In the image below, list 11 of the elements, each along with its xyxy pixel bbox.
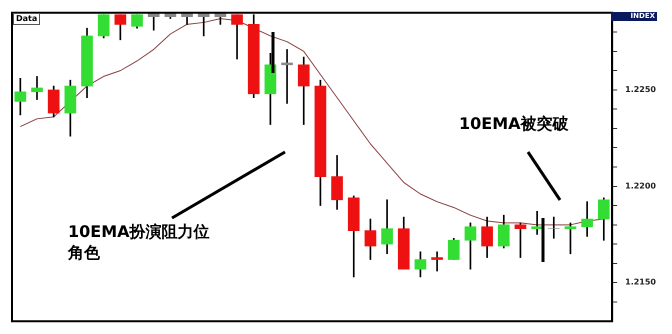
candlestick bbox=[281, 49, 293, 104]
y-tick-label: 1.2150 bbox=[625, 278, 656, 287]
y-tick-label: 1.2200 bbox=[625, 181, 656, 190]
annotation: 10EMA扮演阻力位角色 bbox=[68, 222, 210, 264]
y-tick-label: 1.2250 bbox=[625, 84, 656, 94]
annotation: 10EMA被突破 bbox=[459, 114, 568, 135]
candlestick bbox=[31, 76, 43, 100]
candlestick bbox=[514, 222, 526, 258]
candlestick bbox=[231, 14, 243, 60]
annotation: Data bbox=[13, 13, 40, 26]
candlestick bbox=[564, 222, 576, 254]
